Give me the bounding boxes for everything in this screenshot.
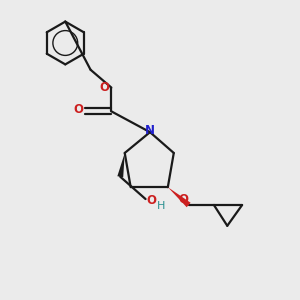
Text: H: H [157,201,165,211]
Polygon shape [168,187,190,207]
Text: N: N [144,124,154,137]
Text: O: O [146,194,156,207]
Text: O: O [74,103,84,116]
Text: O: O [100,81,110,94]
Text: O: O [178,193,188,206]
Polygon shape [117,153,125,177]
